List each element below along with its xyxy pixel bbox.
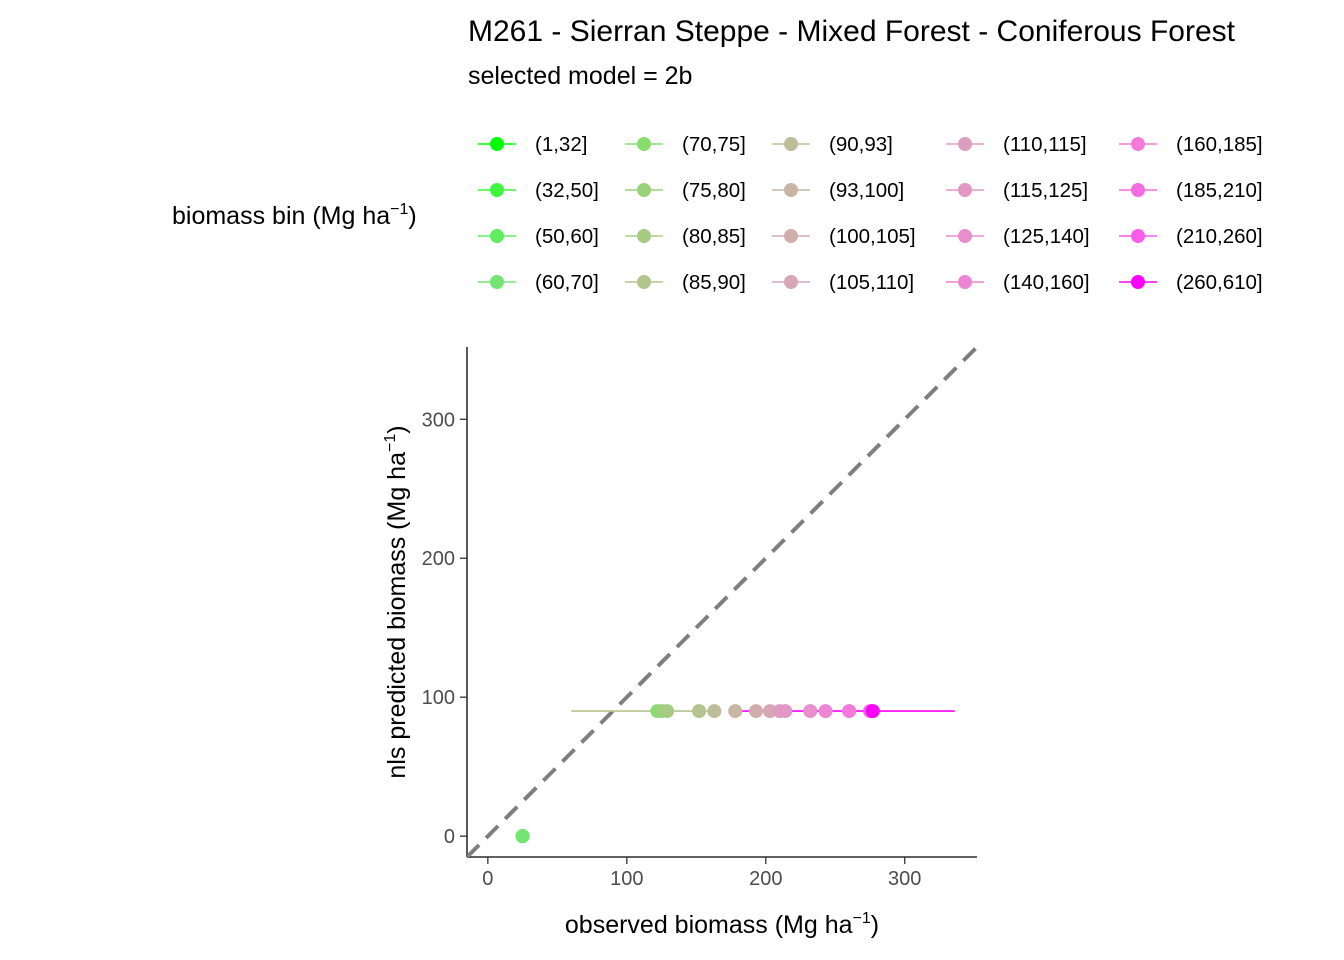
legend-key-point — [1131, 137, 1145, 151]
x-tick-label: 300 — [888, 868, 921, 890]
legend-label: (70,75] — [682, 133, 746, 156]
legend-label: (160,185] — [1176, 133, 1263, 156]
data-point — [749, 704, 764, 719]
legend-label: (100,105] — [829, 225, 916, 248]
legend-label: (85,90] — [682, 271, 746, 294]
legend-key-point — [1131, 183, 1145, 197]
legend-key-point — [1131, 275, 1145, 289]
y-tick-label: 0 — [444, 826, 455, 848]
legend-item: (260,610] — [1119, 271, 1263, 294]
legend-label: (50,60] — [535, 225, 599, 248]
data-point — [778, 704, 793, 719]
legend-label: (115,125] — [1003, 179, 1088, 202]
legend-item: (1,32] — [478, 133, 587, 156]
x-axis-title-sup: −1 — [853, 910, 871, 927]
data-point — [818, 704, 833, 719]
legend-label: (260,610] — [1176, 271, 1263, 294]
legend-label: (80,85] — [682, 225, 746, 248]
legend-title-main: biomass bin (Mg ha — [172, 202, 390, 230]
data-point — [762, 704, 777, 719]
x-axis-title-main: observed biomass (Mg ha — [565, 911, 853, 939]
legend-item: (210,260] — [1119, 225, 1263, 248]
legend-item: (125,140] — [946, 225, 1090, 248]
legend-item: (90,93] — [772, 133, 893, 156]
data-point — [707, 704, 722, 719]
legend-label: (125,140] — [1003, 225, 1090, 248]
data-point — [515, 829, 530, 844]
data-point — [692, 704, 707, 719]
y-axis-title: nls predicted biomass (Mg ha−1) — [382, 425, 411, 778]
legend-item: (93,100] — [772, 179, 904, 202]
legend-item: (160,185] — [1119, 133, 1263, 156]
legend-label: (110,115] — [1003, 133, 1087, 156]
legend-key-point — [784, 183, 798, 197]
y-tick-label: 300 — [422, 409, 455, 431]
legend-key-point — [958, 183, 972, 197]
chart-title: M261 - Sierran Steppe - Mixed Forest - C… — [468, 15, 1236, 48]
y-axis-title-sup: −1 — [382, 434, 399, 452]
legend-item: (115,125] — [946, 179, 1088, 202]
y-axis-title-close: ) — [383, 425, 411, 433]
legend-label: (185,210] — [1176, 179, 1263, 202]
legend-label: (32,50] — [535, 179, 599, 202]
x-axis-title: observed biomass (Mg ha−1) — [565, 910, 879, 939]
legend-key-point — [490, 229, 504, 243]
legend-title-close: ) — [408, 202, 416, 230]
x-axis-title-close: ) — [871, 911, 879, 939]
legend-key-point — [490, 183, 504, 197]
y-tick-label: 200 — [422, 548, 455, 570]
legend-key-point — [958, 229, 972, 243]
legend-label: (1,32] — [535, 133, 587, 156]
legend-label: (210,260] — [1176, 225, 1263, 248]
x-tick-label: 200 — [749, 868, 782, 890]
legend-label: (90,93] — [829, 133, 893, 156]
legend-title-sup: −1 — [390, 201, 408, 218]
chart-subtitle: selected model = 2b — [468, 62, 692, 90]
x-tick-label: 0 — [482, 868, 493, 890]
data-point — [842, 704, 857, 719]
legend-keys: (1,32] (32,50] (50,60] (60,70] (70,75] (75,80… — [478, 133, 1263, 294]
y-tick-label: 100 — [422, 687, 455, 709]
legend-label: (75,80] — [682, 179, 746, 202]
plot-area: 0 100 200 300 0 100 200 300 — [422, 347, 977, 890]
legend-key-point — [958, 275, 972, 289]
legend-item: (80,85] — [625, 225, 746, 248]
x-tick-label: 100 — [610, 868, 643, 890]
legend-label: (93,100] — [829, 179, 904, 202]
legend-item: (185,210] — [1119, 179, 1263, 202]
legend-item: (75,80] — [625, 179, 746, 202]
legend-key-point — [490, 137, 504, 151]
legend-key-point — [784, 275, 798, 289]
legend-key-point — [637, 229, 651, 243]
legend-label: (60,70] — [535, 271, 599, 294]
data-point — [660, 704, 675, 719]
legend-key-point — [958, 137, 972, 151]
legend-item: (60,70] — [478, 271, 599, 294]
legend-item: (32,50] — [478, 179, 599, 202]
legend-key-point — [1131, 229, 1145, 243]
data-point — [728, 704, 743, 719]
legend-label: (140,160] — [1003, 271, 1090, 294]
legend-title: biomass bin (Mg ha−1) — [172, 201, 417, 230]
legend-key-point — [784, 137, 798, 151]
legend-key-point — [490, 275, 504, 289]
y-axis-title-main: nls predicted biomass (Mg ha — [383, 452, 411, 779]
legend-key-point — [784, 229, 798, 243]
legend-key-point — [637, 275, 651, 289]
legend-item: (50,60] — [478, 225, 599, 248]
legend-key-point — [637, 183, 651, 197]
legend-key-point — [637, 137, 651, 151]
legend-item: (100,105] — [772, 225, 916, 248]
data-point — [865, 704, 880, 719]
legend: biomass bin (Mg ha−1) (1,32] (32,50] (50,6… — [172, 133, 1263, 294]
legend-item: (110,115] — [946, 133, 1087, 156]
identity-line — [467, 347, 977, 857]
legend-item: (70,75] — [625, 133, 746, 156]
legend-item: (140,160] — [946, 271, 1090, 294]
legend-label: (105,110] — [829, 271, 914, 294]
legend-item: (105,110] — [772, 271, 914, 294]
legend-item: (85,90] — [625, 271, 746, 294]
data-point — [803, 704, 818, 719]
